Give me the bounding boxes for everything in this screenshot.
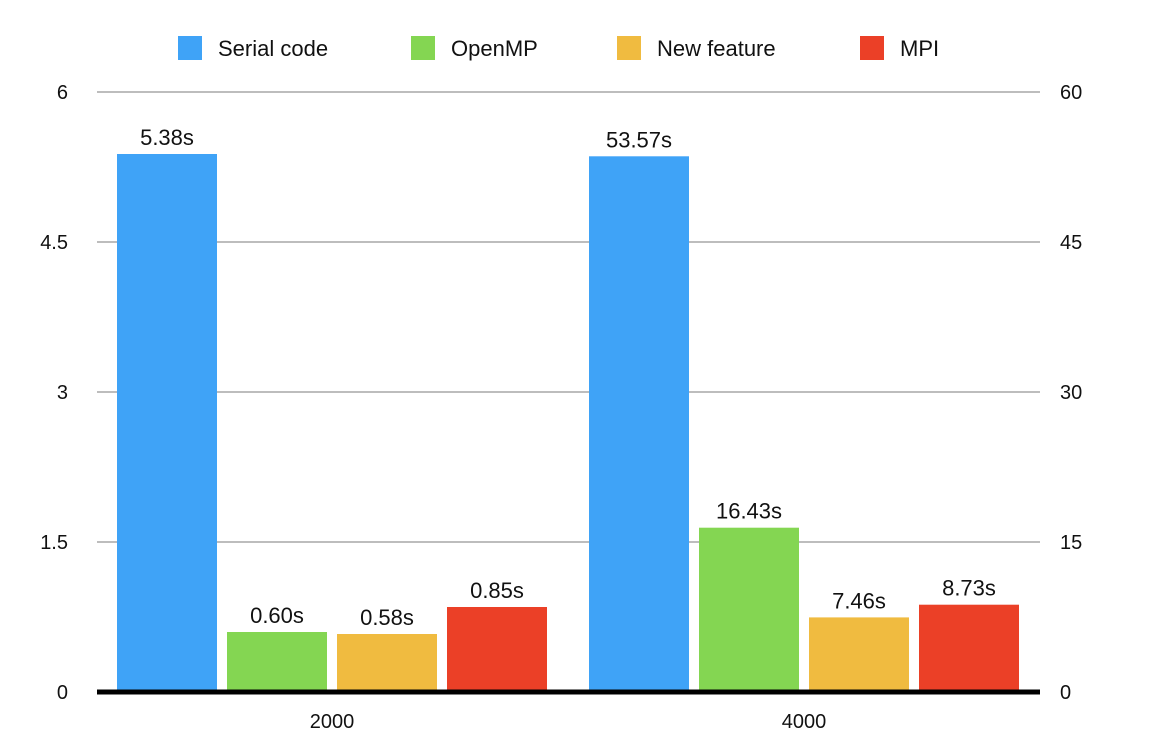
legend-item: OpenMP	[411, 36, 538, 61]
bar-value-label: 0.85s	[470, 578, 524, 603]
legend-swatch	[860, 36, 884, 60]
right-y-tick-label: 60	[1060, 82, 1082, 104]
bar	[117, 154, 217, 692]
legend-item: MPI	[860, 36, 939, 61]
legend-label: Serial code	[218, 36, 328, 61]
left-y-axis: 0 1.5 3 4.5 6	[40, 82, 68, 704]
bar-value-label: 0.60s	[250, 603, 304, 628]
bar-value-label: 16.43s	[716, 499, 782, 524]
right-y-tick-label: 45	[1060, 232, 1082, 254]
bar	[337, 634, 437, 692]
x-tick-label: 4000	[782, 711, 827, 733]
legend-item: Serial code	[178, 36, 328, 61]
left-y-tick-label: 0	[57, 682, 68, 704]
bar-value-label: 8.73s	[942, 576, 996, 601]
bar	[447, 607, 547, 692]
bar	[809, 617, 909, 692]
gridlines	[97, 91, 1040, 543]
right-y-tick-label: 15	[1060, 532, 1082, 554]
left-y-tick-label: 3	[57, 382, 68, 404]
bar-value-label: 7.46s	[832, 588, 886, 613]
bar-value-label: 5.38s	[140, 125, 194, 150]
left-y-tick-label: 6	[57, 82, 68, 104]
legend-label: New feature	[657, 36, 776, 61]
right-y-axis: 0 15 30 45 60	[1060, 82, 1082, 704]
bar-value-label: 0.58s	[360, 605, 414, 630]
right-y-tick-label: 30	[1060, 382, 1082, 404]
bar-labels: 5.38s 0.60s 0.58s 0.85s 53.57s 16.43s 7.46s 8.7…	[140, 125, 996, 630]
x-tick-label: 2000	[310, 711, 355, 733]
legend-swatch	[178, 36, 202, 60]
bar	[589, 156, 689, 693]
bar	[919, 604, 1019, 692]
right-y-tick-label: 0	[1060, 682, 1071, 704]
bar-value-label: 53.57s	[606, 127, 672, 152]
legend-item: New feature	[617, 36, 776, 61]
legend: Serial code OpenMP New feature MPI	[178, 36, 939, 61]
legend-label: OpenMP	[451, 36, 538, 61]
bars	[117, 154, 1019, 693]
legend-swatch	[617, 36, 641, 60]
bar	[699, 527, 799, 692]
x-axis: 2000 4000	[97, 689, 1040, 733]
legend-label: MPI	[900, 36, 939, 61]
legend-swatch	[411, 36, 435, 60]
left-y-tick-label: 1.5	[40, 532, 68, 554]
left-y-tick-label: 4.5	[40, 232, 68, 254]
bar	[227, 632, 327, 692]
